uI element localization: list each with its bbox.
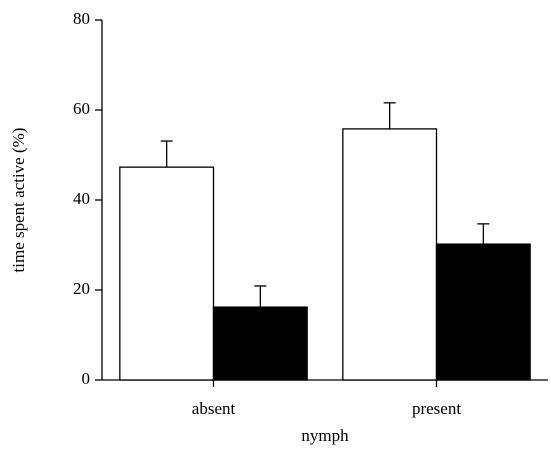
bar <box>435 243 531 381</box>
x-tick-label: absent <box>192 399 236 418</box>
y-tick-label: 40 <box>73 189 90 208</box>
error-bar <box>254 285 267 308</box>
error-bar <box>160 140 173 168</box>
bar <box>212 306 308 381</box>
y-tick-label: 60 <box>73 99 90 118</box>
x-tick-label: present <box>412 399 461 418</box>
y-axis-label: time spent active (%) <box>9 128 28 273</box>
y-tick-label: 0 <box>82 369 91 388</box>
y-tick-label: 80 <box>73 9 90 28</box>
bar <box>119 166 215 381</box>
y-tick-label: 20 <box>73 279 90 298</box>
error-bar <box>383 102 396 129</box>
bar <box>342 128 438 381</box>
x-axis-label: nymph <box>301 426 349 445</box>
error-bar <box>477 223 490 245</box>
